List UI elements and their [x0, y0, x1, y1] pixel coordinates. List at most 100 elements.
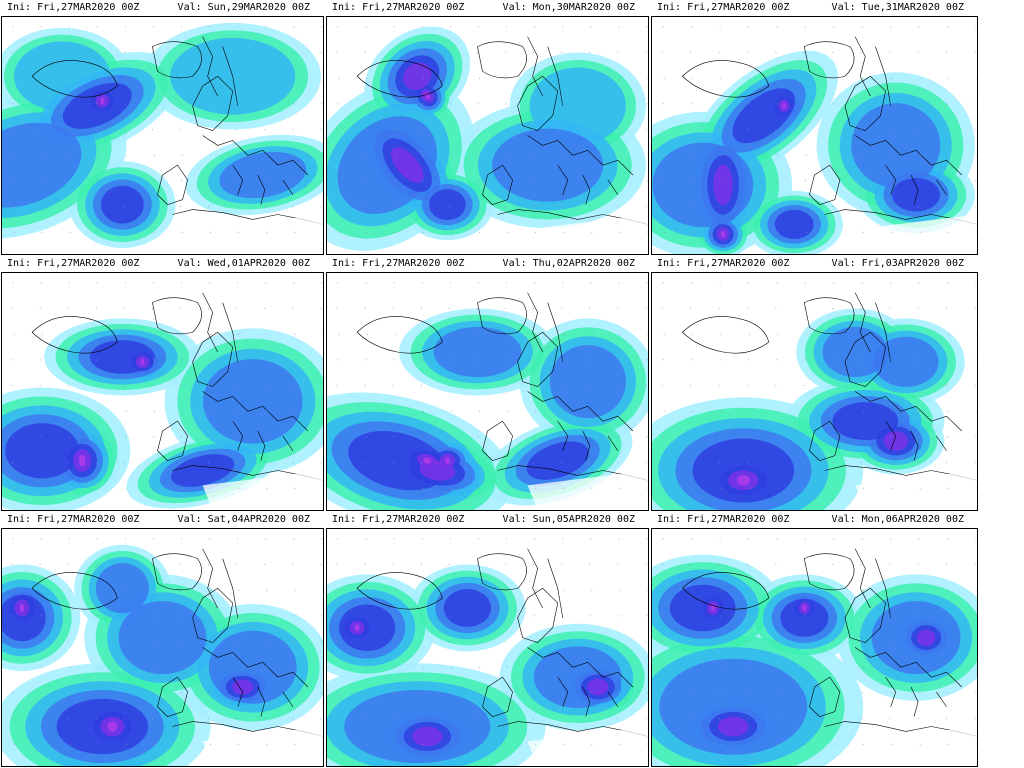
grid-dot: [662, 436, 664, 438]
grid-dot: [747, 359, 749, 361]
grid-dot: [563, 743, 565, 745]
grid-dot: [294, 666, 296, 668]
grid-dot: [533, 129, 535, 131]
grid-dots: [661, 282, 977, 489]
grid-dot: [561, 385, 563, 387]
grid-dot: [591, 77, 593, 79]
grid-dot: [336, 52, 338, 54]
grid-dot: [661, 564, 663, 566]
grid-dot: [338, 589, 340, 591]
grid-dot: [661, 206, 663, 208]
coastline-path: [517, 331, 559, 387]
grid-dot: [366, 743, 368, 745]
grid-dot: [775, 641, 777, 643]
grid-dot: [237, 538, 239, 540]
grid-dot: [777, 666, 779, 668]
coastline-path: [854, 135, 962, 176]
grid-dot: [919, 410, 921, 412]
grid-dot: [180, 385, 182, 387]
grid-dot: [209, 26, 211, 28]
grid-dot: [777, 231, 779, 233]
grid-dot: [804, 436, 806, 438]
grid-dot: [506, 538, 508, 540]
coastline-path: [527, 391, 634, 432]
grid-dot: [917, 385, 919, 387]
grid-dot: [662, 615, 664, 617]
grid-dot: [535, 487, 537, 489]
grid-dot: [13, 487, 15, 489]
grid-dot: [264, 462, 266, 464]
grid-dot: [13, 666, 15, 668]
grid-dot: [264, 385, 266, 387]
grid-dot: [507, 666, 509, 668]
grid-dot: [720, 589, 722, 591]
grid-dot: [448, 308, 450, 310]
grid-dot: [123, 641, 125, 643]
grid-dot: [152, 180, 154, 182]
coastline-path: [356, 60, 443, 98]
grid-dot: [662, 26, 664, 28]
grid-dot: [889, 641, 891, 643]
grid-dot: [663, 231, 665, 233]
grid-dot: [238, 333, 240, 335]
grid-dot: [804, 359, 806, 361]
grid-dot: [533, 308, 535, 310]
grid-dot: [393, 538, 395, 540]
grid-dot: [505, 129, 507, 131]
precip-contour: [403, 62, 432, 90]
grid-dot: [918, 436, 920, 438]
grid-dot: [591, 743, 593, 745]
coastline-path: [682, 316, 770, 354]
grid-dot: [917, 564, 919, 566]
grid-dot: [476, 129, 478, 131]
grid-dot: [563, 231, 565, 233]
grid-dot: [646, 180, 648, 182]
grid-dot: [776, 692, 778, 694]
grid-dot: [39, 385, 41, 387]
grid-dot: [506, 615, 508, 617]
grid-dots: [11, 26, 323, 233]
grid-dot: [562, 26, 564, 28]
grid-dot: [292, 462, 294, 464]
grid-dot: [13, 410, 15, 412]
grid-dot: [12, 26, 14, 28]
grid-dot: [747, 282, 749, 284]
grid-dot: [450, 666, 452, 668]
grid-dot: [862, 487, 864, 489]
grid-dot: [918, 359, 920, 361]
grid-dot: [948, 410, 950, 412]
grid-dot: [394, 333, 396, 335]
grid-dot: [13, 743, 15, 745]
coastline-path: [803, 297, 855, 335]
init-time-label: Ini: Fri,27MAR2020 00Z: [332, 2, 465, 13]
grid-dot: [322, 589, 323, 591]
grid-dot: [719, 692, 721, 694]
grid-dot: [618, 615, 620, 617]
grid-dot: [661, 641, 663, 643]
grid-dot: [805, 77, 807, 79]
grid-dot: [337, 359, 339, 361]
grid-dot: [975, 103, 977, 105]
grid-dot: [663, 666, 665, 668]
grid-dot: [337, 103, 339, 105]
grid-dot: [11, 385, 13, 387]
grid-dot: [647, 154, 648, 156]
precip-contour: [444, 457, 450, 465]
grid-dot: [948, 333, 950, 335]
grid-dot: [563, 333, 565, 335]
precip-contour: [892, 177, 941, 212]
grid-dot: [477, 436, 479, 438]
grid-dot: [478, 487, 480, 489]
grid-dot: [692, 77, 694, 79]
grid-dot: [125, 77, 127, 79]
grid-dot: [181, 692, 183, 694]
grid-dot: [208, 52, 210, 54]
coastline-overlay: [682, 548, 977, 737]
precip-contour: [718, 716, 749, 737]
grid-dot: [238, 743, 240, 745]
grid-dot: [210, 333, 212, 335]
grid-dot: [364, 385, 366, 387]
grid-dot: [336, 462, 338, 464]
coastline-path: [557, 164, 619, 205]
grid-dot: [976, 154, 977, 156]
